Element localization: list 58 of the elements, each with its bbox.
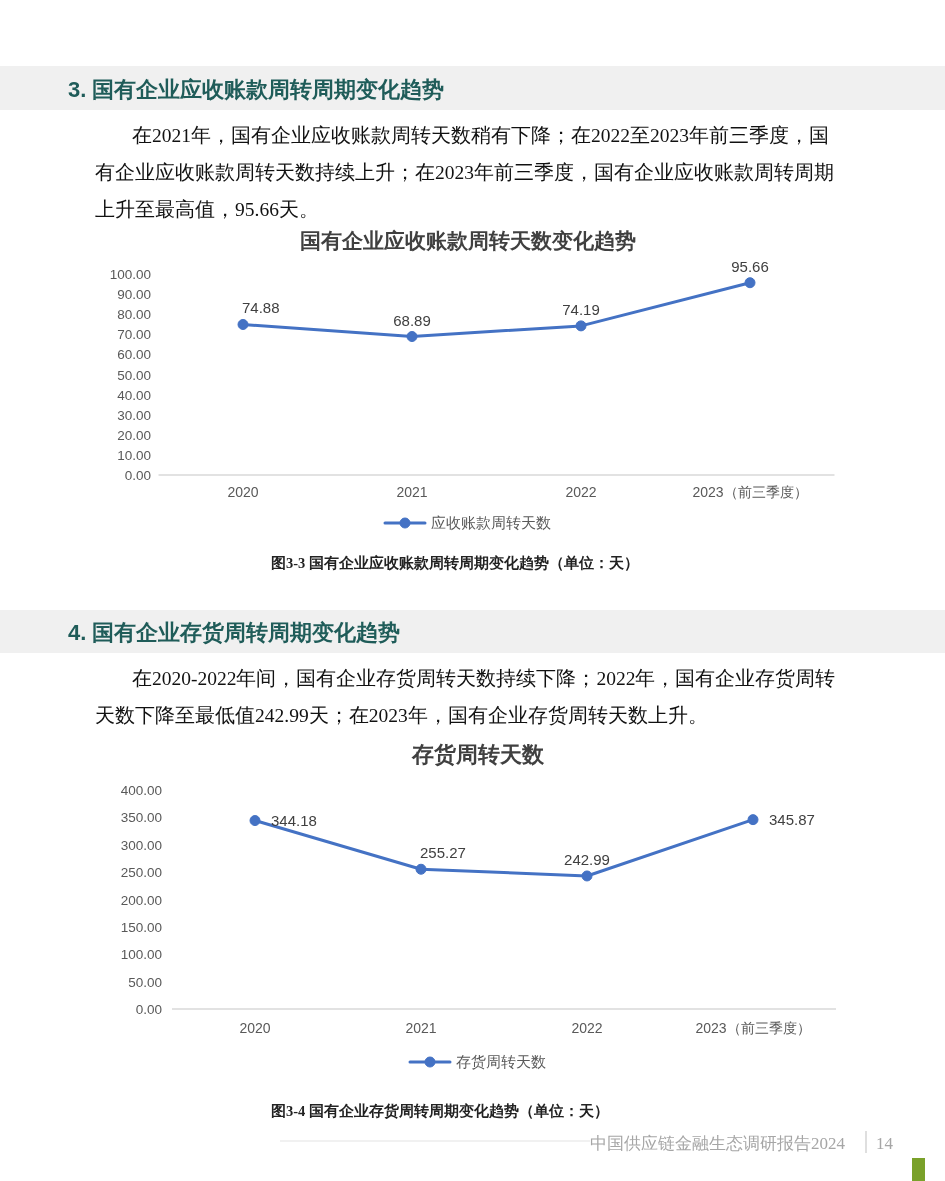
data-label: 95.66 <box>731 257 769 275</box>
data-label: 345.87 <box>769 810 815 828</box>
y-tick-label: 100.00 <box>109 267 151 282</box>
x-tick-label: 2020 <box>227 484 259 500</box>
y-tick-label: 30.00 <box>117 407 151 423</box>
text: 中国供应链金融生态调研报告2024 <box>590 1134 846 1153</box>
data-label: 344.18 <box>271 811 317 829</box>
x-tick-label: 2023（前三季度） <box>695 1020 811 1036</box>
point <box>744 277 756 289</box>
y-tick-label: 250.00 <box>120 865 162 881</box>
y-tick-label: 0.00 <box>124 468 151 483</box>
y-tick-label: 350.00 <box>120 810 162 826</box>
y-tick-label: 90.00 <box>117 287 151 303</box>
caption: 图3-4 国有企业存货周转周期变化趋势（单位：天） <box>271 1102 609 1119</box>
point <box>747 814 759 826</box>
legend: 存货周转天数 <box>408 1053 546 1070</box>
text: 4. 国有企业存货周转周期变化趋势 <box>68 620 401 645</box>
point <box>249 815 261 827</box>
x-tick-label: 2022 <box>565 484 597 500</box>
legend-label: 存货周转天数 <box>456 1053 546 1070</box>
y-tick-label: 0.00 <box>135 1002 162 1017</box>
y-tick-label: 150.00 <box>120 919 162 935</box>
y-tick-label: 40.00 <box>117 387 151 403</box>
text: 3. 国有企业应收账款周转周期变化趋势 <box>68 77 445 102</box>
y-tick-label: 70.00 <box>117 327 151 343</box>
y-tick-label: 50.00 <box>117 367 151 383</box>
y-tick-label: 10.00 <box>117 447 151 463</box>
legend-label: 应收账款周转天数 <box>431 514 551 531</box>
y-tick-label: 60.00 <box>117 347 151 363</box>
data-label: 242.99 <box>564 850 610 868</box>
x-tick-label: 2023（前三季度） <box>692 484 808 500</box>
y-tick-label: 20.00 <box>117 427 151 443</box>
point <box>237 318 249 330</box>
point <box>575 320 587 332</box>
x-tick-label: 2021 <box>405 1020 437 1036</box>
point <box>415 863 427 875</box>
data-label: 255.27 <box>420 844 466 862</box>
legend: 应收账款周转天数 <box>383 514 551 531</box>
chart-title: 存货周转天数 <box>411 742 545 767</box>
point <box>581 870 593 882</box>
y-tick-label: 100.00 <box>120 947 162 963</box>
text: 在2021年，国有企业应收账款周转天数稍有下降；在2022至2023年前三季度，国有企业应收账款周转天数持续上升；在2023年前三季度，国有企业应收账款周转周期上升至最高值，95.66天。 <box>95 124 835 222</box>
data-label: 74.88 <box>242 299 280 317</box>
caption: 图3-3 国有企业应收账款周转周期变化趋势（单位：天） <box>271 554 639 571</box>
text: 14 <box>876 1134 894 1153</box>
y-tick-label: 200.00 <box>120 892 162 908</box>
x-tick-label: 2021 <box>396 484 428 500</box>
data-label: 74.19 <box>562 300 600 318</box>
x-tick-label: 2020 <box>239 1020 271 1036</box>
y-tick-label: 300.00 <box>120 837 162 853</box>
chart-title: 国有企业应收账款周转天数变化趋势 <box>300 229 636 252</box>
y-tick-label: 80.00 <box>117 307 151 323</box>
data-label: 68.89 <box>393 311 431 329</box>
text: 在2020-2022年间，国有企业存货周转天数持续下降；2022年，国有企业存货周转天数下降至最低值242.99天；在2023年，国有企业存货周转天数上升。 <box>95 667 837 728</box>
y-tick-label: 400.00 <box>120 783 162 798</box>
point <box>406 331 418 343</box>
x-tick-label: 2022 <box>571 1020 603 1036</box>
y-tick-label: 50.00 <box>128 974 162 990</box>
